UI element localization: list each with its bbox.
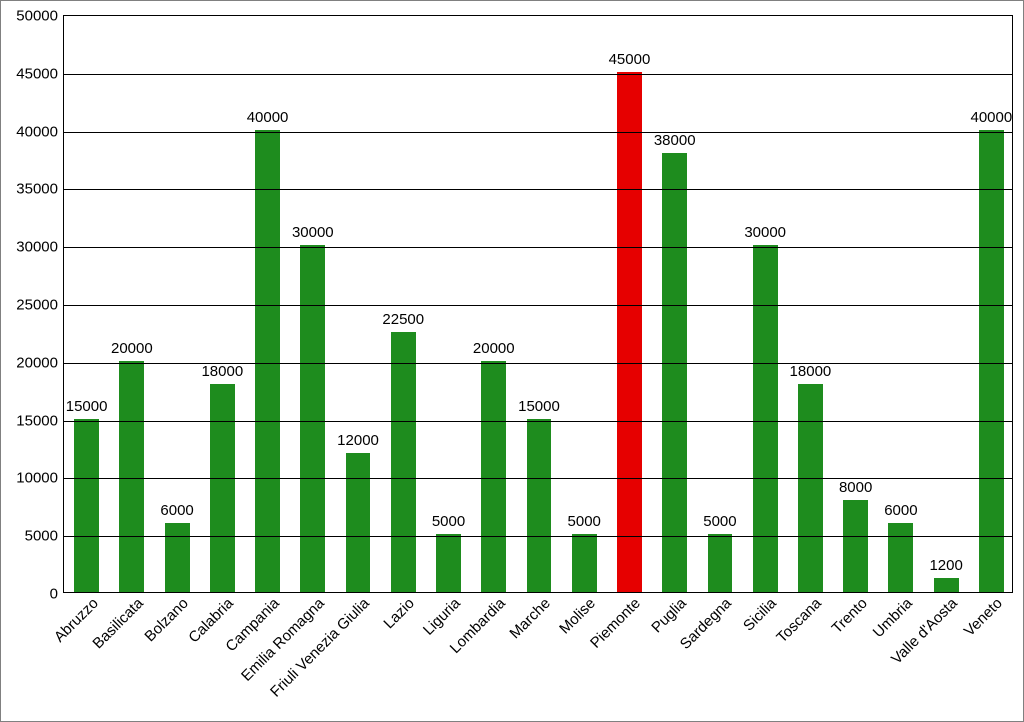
bar-slot: 1200Valle d'Aosta [924,16,969,592]
y-tick-label: 50000 [16,8,58,25]
bar-value-label: 45000 [609,51,651,68]
bar-slot: 40000Campania [245,16,290,592]
bar-slot: 5000Sardegna [697,16,742,592]
bar-value-label: 6000 [160,502,193,519]
bar-slot: 15000Abruzzo [64,16,109,592]
plot-area: 15000Abruzzo20000Basilicata6000Bolzano18… [63,15,1013,593]
x-tick-label: Trento [828,595,870,637]
y-tick-label: 15000 [16,412,58,429]
bar-value-label: 5000 [568,513,601,530]
bar-slot: 20000Lombardia [471,16,516,592]
bar-value-label: 5000 [703,513,736,530]
y-tick-label: 45000 [16,65,58,82]
bar-slot: 45000Piemonte [607,16,652,592]
y-tick-label: 25000 [16,297,58,314]
gridline [64,247,1012,248]
bar [74,419,99,592]
bar-slot: 15000Marche [516,16,561,592]
bar-slot: 30000Emilia Romagna [290,16,335,592]
chart-container: 15000Abruzzo20000Basilicata6000Bolzano18… [0,0,1024,722]
bar-value-label: 38000 [654,132,696,149]
bar [436,534,461,592]
bar-value-label: 30000 [292,224,334,241]
bar-value-label: 30000 [744,224,786,241]
y-tick-label: 5000 [25,528,58,545]
bar [210,384,235,592]
bar [255,130,280,592]
gridline [64,305,1012,306]
bar [481,361,506,592]
bar-slot: 5000Molise [562,16,607,592]
bar [708,534,733,592]
bar [843,500,868,592]
bar-value-label: 22500 [382,311,424,328]
bar [617,72,642,592]
bar [572,534,597,592]
gridline [64,189,1012,190]
x-tick-label: Toscana [774,595,826,647]
bar [798,384,823,592]
gridline [64,74,1012,75]
bar-slot: 20000Basilicata [109,16,154,592]
bar-slot: 12000Friuli Venezia Giulia [335,16,380,592]
y-tick-label: 35000 [16,181,58,198]
gridline [64,363,1012,364]
x-tick-label: Sicilia [740,595,780,635]
x-tick-label: Puglia [648,595,690,637]
bar [165,523,190,592]
bars-layer: 15000Abruzzo20000Basilicata6000Bolzano18… [64,16,1012,592]
bar-slot: 8000Trento [833,16,878,592]
bar-slot: 5000Liguria [426,16,471,592]
bar-slot: 18000Calabria [200,16,245,592]
gridline [64,478,1012,479]
bar-value-label: 40000 [971,109,1013,126]
bar-slot: 18000Toscana [788,16,833,592]
bar-slot: 40000Veneto [969,16,1014,592]
bar-value-label: 20000 [473,340,515,357]
x-tick-label: Bolzano [142,595,192,645]
bar-value-label: 40000 [247,109,289,126]
x-tick-label: Lazio [381,595,418,632]
bar-value-label: 1200 [929,557,962,574]
bar-slot: 6000Bolzano [154,16,199,592]
bar-slot: 30000Sicilia [743,16,788,592]
y-tick-label: 40000 [16,123,58,140]
gridline [64,536,1012,537]
y-tick-label: 0 [50,586,58,603]
bar [888,523,913,592]
bar-slot: 22500Lazio [381,16,426,592]
bar [979,130,1004,592]
bar-value-label: 15000 [518,398,560,415]
bar-value-label: 6000 [884,502,917,519]
bar-slot: 38000Puglia [652,16,697,592]
bar [662,153,687,592]
bar-value-label: 8000 [839,479,872,496]
y-tick-label: 30000 [16,239,58,256]
bar-value-label: 12000 [337,432,379,449]
bar-slot: 6000Umbria [878,16,923,592]
gridline [64,421,1012,422]
bar [119,361,144,592]
bar [527,419,552,592]
y-tick-label: 20000 [16,354,58,371]
bar-value-label: 15000 [66,398,108,415]
bar-value-label: 20000 [111,340,153,357]
bar [346,453,371,592]
bar [391,332,416,592]
bar [300,245,325,592]
gridline [64,132,1012,133]
bar-value-label: 18000 [790,363,832,380]
bar [934,578,959,592]
x-tick-label: Marche [506,595,553,642]
bar-value-label: 5000 [432,513,465,530]
x-tick-label: Veneto [961,595,1006,640]
x-tick-label: Liguria [419,595,463,639]
bar [753,245,778,592]
x-tick-label: Molise [556,595,599,638]
bar-value-label: 18000 [201,363,243,380]
y-tick-label: 10000 [16,470,58,487]
